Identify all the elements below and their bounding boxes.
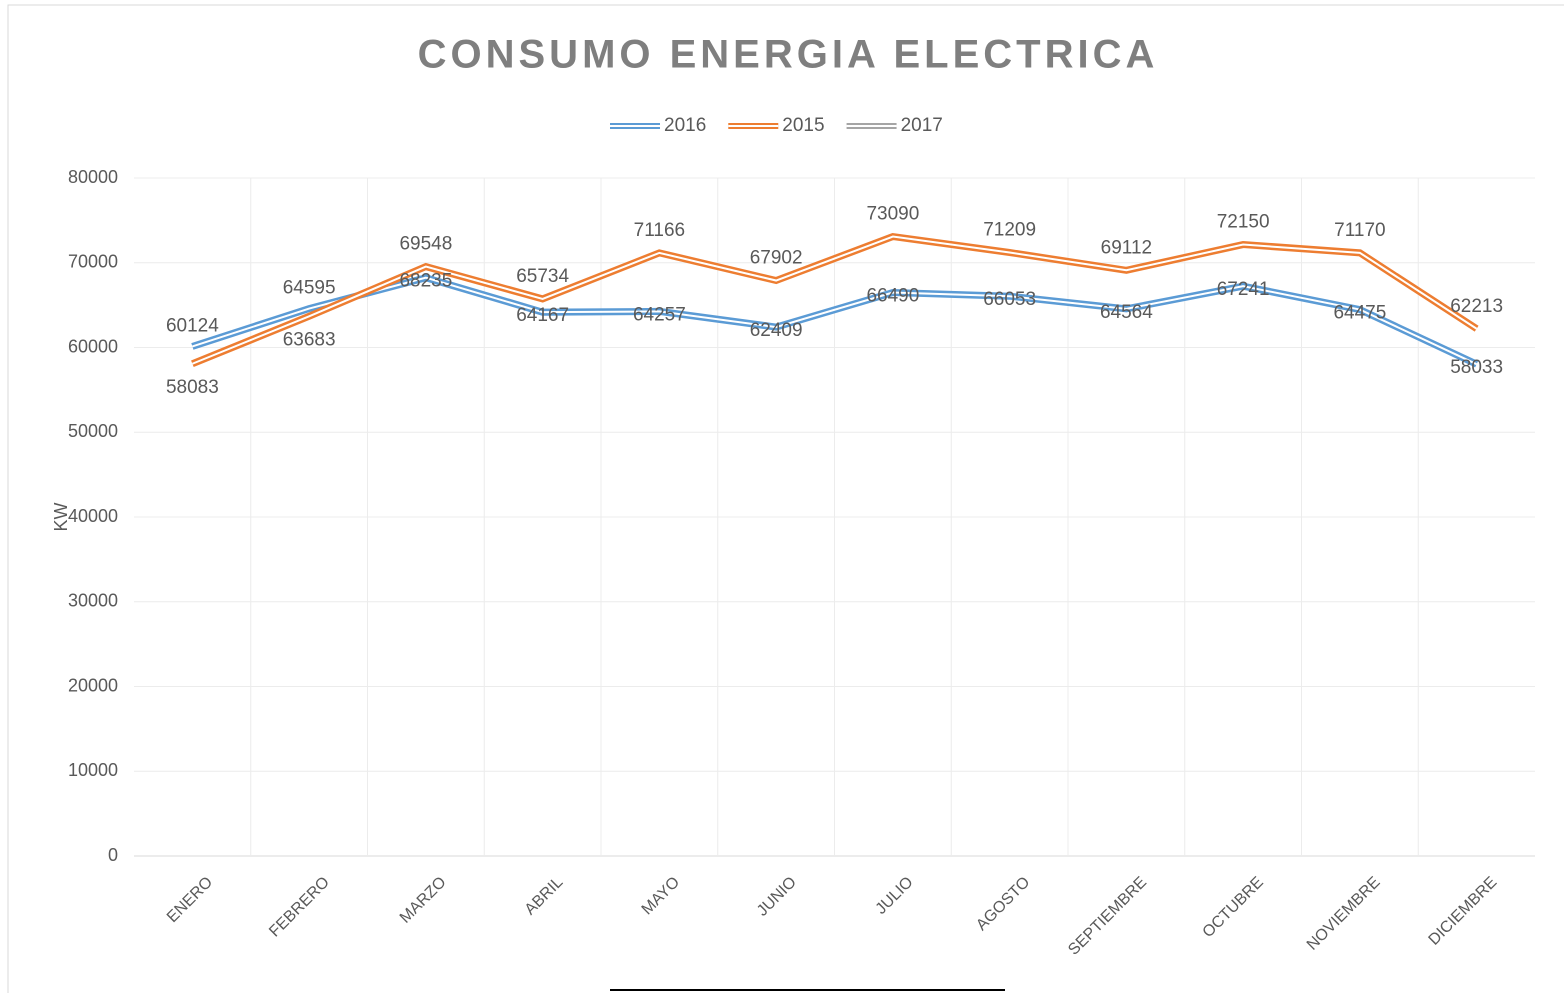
y-tick-label: 50000 (68, 421, 118, 441)
y-tick-label: 10000 (68, 760, 118, 780)
x-tick-label: JULIO (873, 874, 917, 918)
x-tick-label: SEPTIEMBRE (1065, 874, 1150, 959)
x-tick-label: OCTUBRE (1200, 874, 1267, 941)
data-label: 64564 (1100, 302, 1153, 323)
data-label: 58033 (1450, 357, 1503, 378)
data-label: 73090 (866, 204, 919, 225)
x-tick-label: MARZO (397, 874, 450, 927)
data-label: 63683 (283, 329, 336, 350)
x-tick-label: ABRIL (522, 874, 567, 919)
data-label: 64475 (1333, 303, 1386, 324)
data-label: 67902 (750, 248, 803, 269)
data-label: 71209 (983, 220, 1036, 241)
data-label: 65734 (516, 266, 569, 287)
data-label: 69548 (399, 234, 452, 255)
y-axis-label: KW (51, 502, 71, 531)
legend-label: 2017 (901, 115, 943, 136)
series-line-inner (192, 276, 1478, 366)
x-tick-label: NOVIEMBRE (1304, 874, 1384, 954)
data-label: 62213 (1450, 296, 1503, 317)
data-label: 71166 (634, 220, 685, 241)
data-label: 71170 (1334, 220, 1385, 241)
legend: 2016 2015 2017 (610, 115, 943, 136)
y-tick-label: 60000 (68, 336, 118, 356)
data-label: 66053 (983, 289, 1036, 310)
y-tick-label: 30000 (68, 591, 118, 611)
legend-label: 2016 (664, 115, 706, 136)
data-label: 68235 (399, 271, 452, 292)
data-label: 64257 (633, 304, 686, 325)
data-label: 72150 (1217, 212, 1270, 233)
data-label: 66490 (866, 286, 919, 307)
legend-label: 2015 (782, 115, 824, 136)
y-tick-label: 40000 (68, 506, 118, 526)
series-line-inner (191, 235, 1478, 365)
data-label: 58083 (166, 377, 219, 398)
x-tick-label: MAYO (639, 874, 684, 919)
y-tick-label: 0 (108, 845, 118, 865)
x-tick-label: AGOSTO (973, 874, 1033, 934)
x-tick-label: ENERO (164, 874, 216, 926)
y-tick-label: 70000 (68, 252, 118, 272)
data-label: 60124 (166, 315, 219, 336)
y-tick-label: 80000 (68, 167, 118, 187)
data-label: 64595 (283, 278, 336, 299)
data-label: 64167 (516, 305, 569, 326)
chart-border (7, 4, 1564, 993)
data-label: 67241 (1217, 279, 1270, 300)
data-label: 62409 (750, 320, 803, 341)
data-label: 69112 (1101, 237, 1152, 258)
chart-title: CONSUMO ENERGIA ELECTRICA (418, 33, 1159, 77)
x-tick-label: DICIEMBRE (1426, 874, 1501, 949)
x-tick-label: FEBRERO (266, 874, 333, 941)
x-tick-label: JUNIO (754, 874, 800, 920)
y-tick-label: 20000 (68, 675, 118, 695)
